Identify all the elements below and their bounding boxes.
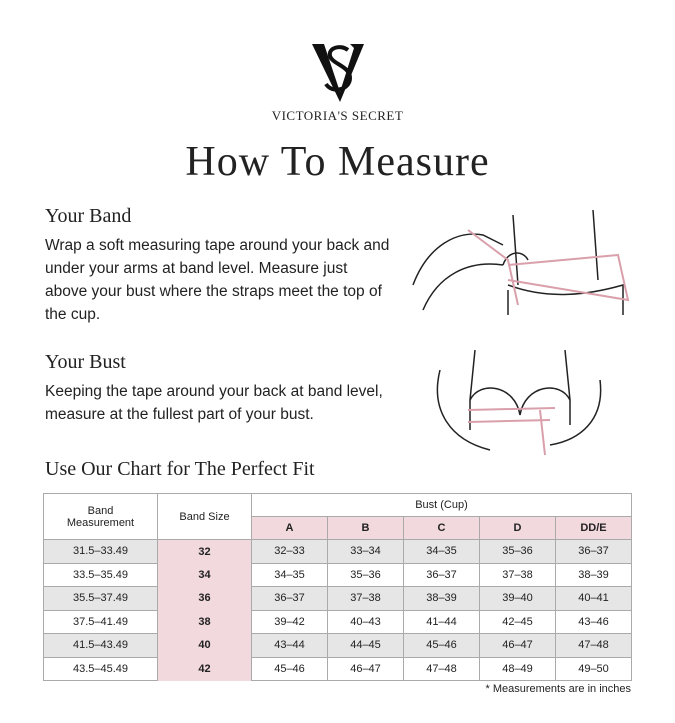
bust-range-cell: 47–48 <box>403 656 480 681</box>
band-size-cell: 36 <box>157 586 252 610</box>
bust-range-cell: 37–38 <box>327 586 404 611</box>
bust-range-cell: 46–47 <box>479 633 556 658</box>
table-row: 41.5–43.49 40 43–44 44–45 45–46 46–47 47–48 <box>43 633 632 658</box>
band-measurement-cell: 37.5–41.49 <box>43 609 158 634</box>
band-illustration <box>412 209 630 315</box>
bust-range-cell: 36–37 <box>555 539 632 564</box>
bust-range-cell: 47–48 <box>555 633 632 658</box>
brand-name: VICTORIA'S SECRET <box>271 108 404 123</box>
band-text: Wrap a soft measuring tape around your b… <box>45 237 390 323</box>
bust-range-cell: 48–49 <box>479 656 556 681</box>
bust-range-cell: 43–46 <box>555 609 632 634</box>
bust-text: Keeping the tape around your back at ban… <box>45 383 383 423</box>
bust-range-cell: 43–44 <box>251 633 328 658</box>
bust-range-cell: 34–35 <box>251 562 328 587</box>
band-measurement-cell: 35.5–37.49 <box>43 586 158 611</box>
bust-range-cell: 35–36 <box>327 562 404 587</box>
bust-range-cell: 41–44 <box>403 609 480 634</box>
bust-range-cell: 33–34 <box>327 539 404 564</box>
bust-range-cell: 40–41 <box>555 586 632 611</box>
bust-illustration <box>436 350 602 456</box>
bust-range-cell: 37–38 <box>479 562 556 587</box>
table-row: 33.5–35.49 34 34–35 35–36 36–37 37–38 38–39 <box>43 562 632 587</box>
bust-range-cell: 35–36 <box>479 539 556 564</box>
bust-range-cell: 42–45 <box>479 609 556 634</box>
band-size-cell: 42 <box>157 657 252 681</box>
table-row: 31.5–33.49 32 32–33 33–34 34–35 35–36 36–37 <box>43 539 632 564</box>
page-title: How To Measure <box>185 139 490 185</box>
bust-range-cell: 49–50 <box>555 656 632 681</box>
bust-range-cell: 45–46 <box>403 633 480 658</box>
cup-header: C <box>403 516 480 540</box>
bust-range-cell: 44–45 <box>327 633 404 658</box>
band-heading: Your Band <box>45 205 132 227</box>
band-measurement-cell: 31.5–33.49 <box>43 539 158 564</box>
band-measurement-cell: 41.5–43.49 <box>43 633 158 658</box>
band-size-cell: 40 <box>157 633 252 657</box>
table-row: 37.5–41.49 38 39–42 40–43 41–44 42–45 43–46 <box>43 609 632 634</box>
bust-range-cell: 38–39 <box>555 562 632 587</box>
chart-heading: Use Our Chart for The Perfect Fit <box>45 458 315 480</box>
header-band-size: Band Size <box>157 493 252 540</box>
band-size-cell: 34 <box>157 563 252 587</box>
bust-range-cell: 38–39 <box>403 586 480 611</box>
table-row: 35.5–37.49 36 36–37 37–38 38–39 39–40 40–41 <box>43 586 632 611</box>
band-size-cell: 38 <box>157 610 252 634</box>
cup-header: D <box>479 516 556 540</box>
cup-header: A <box>251 516 328 540</box>
table-row: 43.5–45.49 42 45–46 46–47 47–48 48–49 49–50 <box>43 656 632 681</box>
bust-range-cell: 40–43 <box>327 609 404 634</box>
bust-range-cell: 45–46 <box>251 656 328 681</box>
header-bust-cup: Bust (Cup) <box>251 493 632 517</box>
measurement-note: * Measurements are in inches <box>485 683 631 695</box>
cup-header: B <box>327 516 404 540</box>
bust-range-cell: 39–40 <box>479 586 556 611</box>
bust-range-cell: 46–47 <box>327 656 404 681</box>
bust-range-cell: 34–35 <box>403 539 480 564</box>
bust-heading: Your Bust <box>45 351 126 373</box>
band-measurement-cell: 33.5–35.49 <box>43 562 158 587</box>
cup-header: DD/E <box>555 516 632 540</box>
header-band-measurement: Band Measurement <box>43 493 158 540</box>
band-size-cell: 32 <box>157 539 252 563</box>
bust-range-cell: 32–33 <box>251 539 328 564</box>
bust-range-cell: 36–37 <box>403 562 480 587</box>
bust-range-cell: 39–42 <box>251 609 328 634</box>
bust-range-cell: 36–37 <box>251 586 328 611</box>
band-measurement-cell: 43.5–45.49 <box>43 656 158 681</box>
vs-logo <box>312 44 364 102</box>
